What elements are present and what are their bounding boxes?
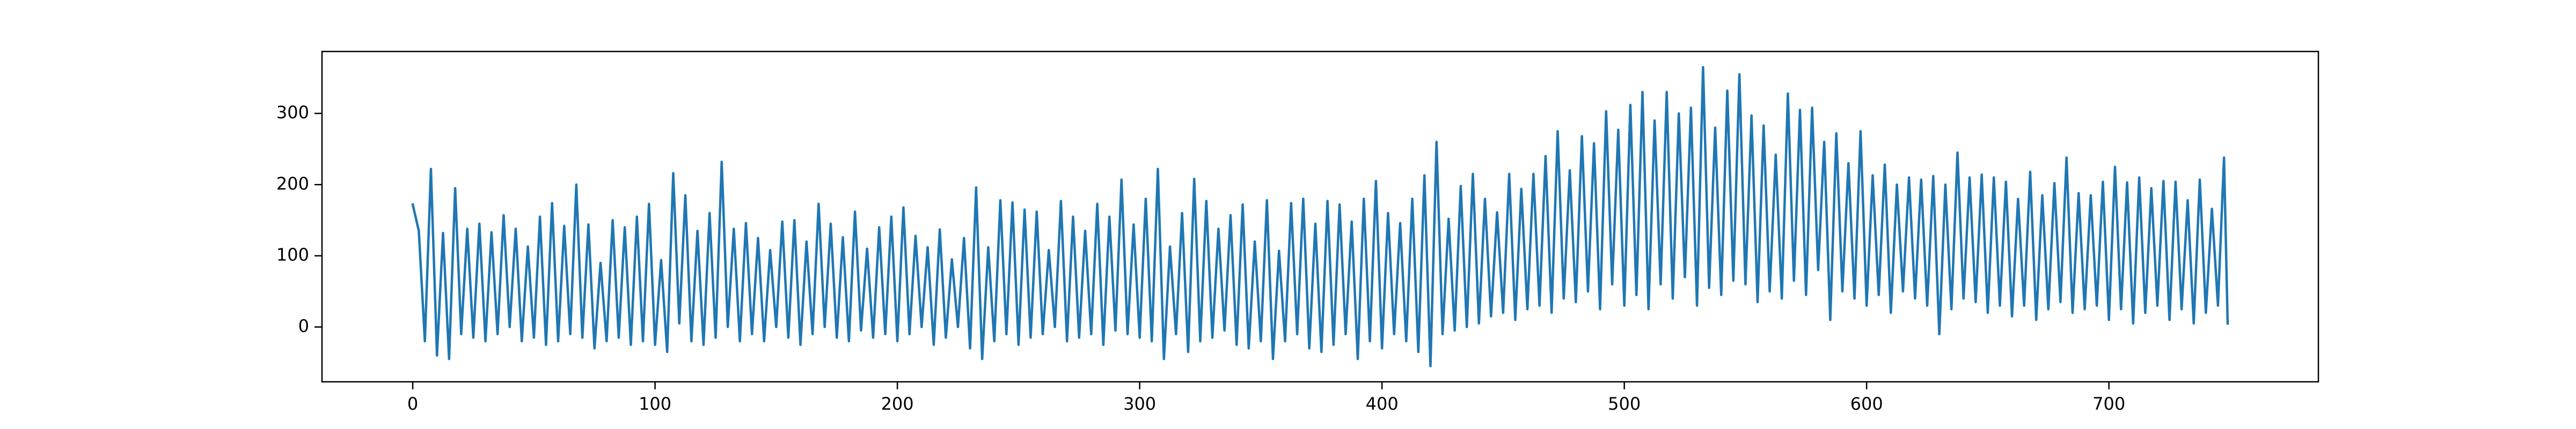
y-tick-label: 200: [276, 173, 309, 194]
x-tick-label: 600: [1850, 394, 1883, 414]
x-tick-label: 400: [1366, 394, 1399, 414]
y-tick-label: 100: [276, 245, 309, 265]
x-tick-label: 100: [639, 394, 671, 414]
data-line: [411, 65, 2229, 368]
axes-frame: [321, 50, 2319, 383]
x-tick-label: 200: [881, 394, 914, 414]
x-tick-label: 700: [2092, 394, 2125, 414]
y-tick-label: 300: [276, 102, 309, 123]
x-tick-label: 500: [1608, 394, 1641, 414]
x-tick-label: 300: [1123, 394, 1156, 414]
x-tick-label: 0: [407, 394, 418, 414]
y-tick-label: 0: [298, 316, 309, 336]
